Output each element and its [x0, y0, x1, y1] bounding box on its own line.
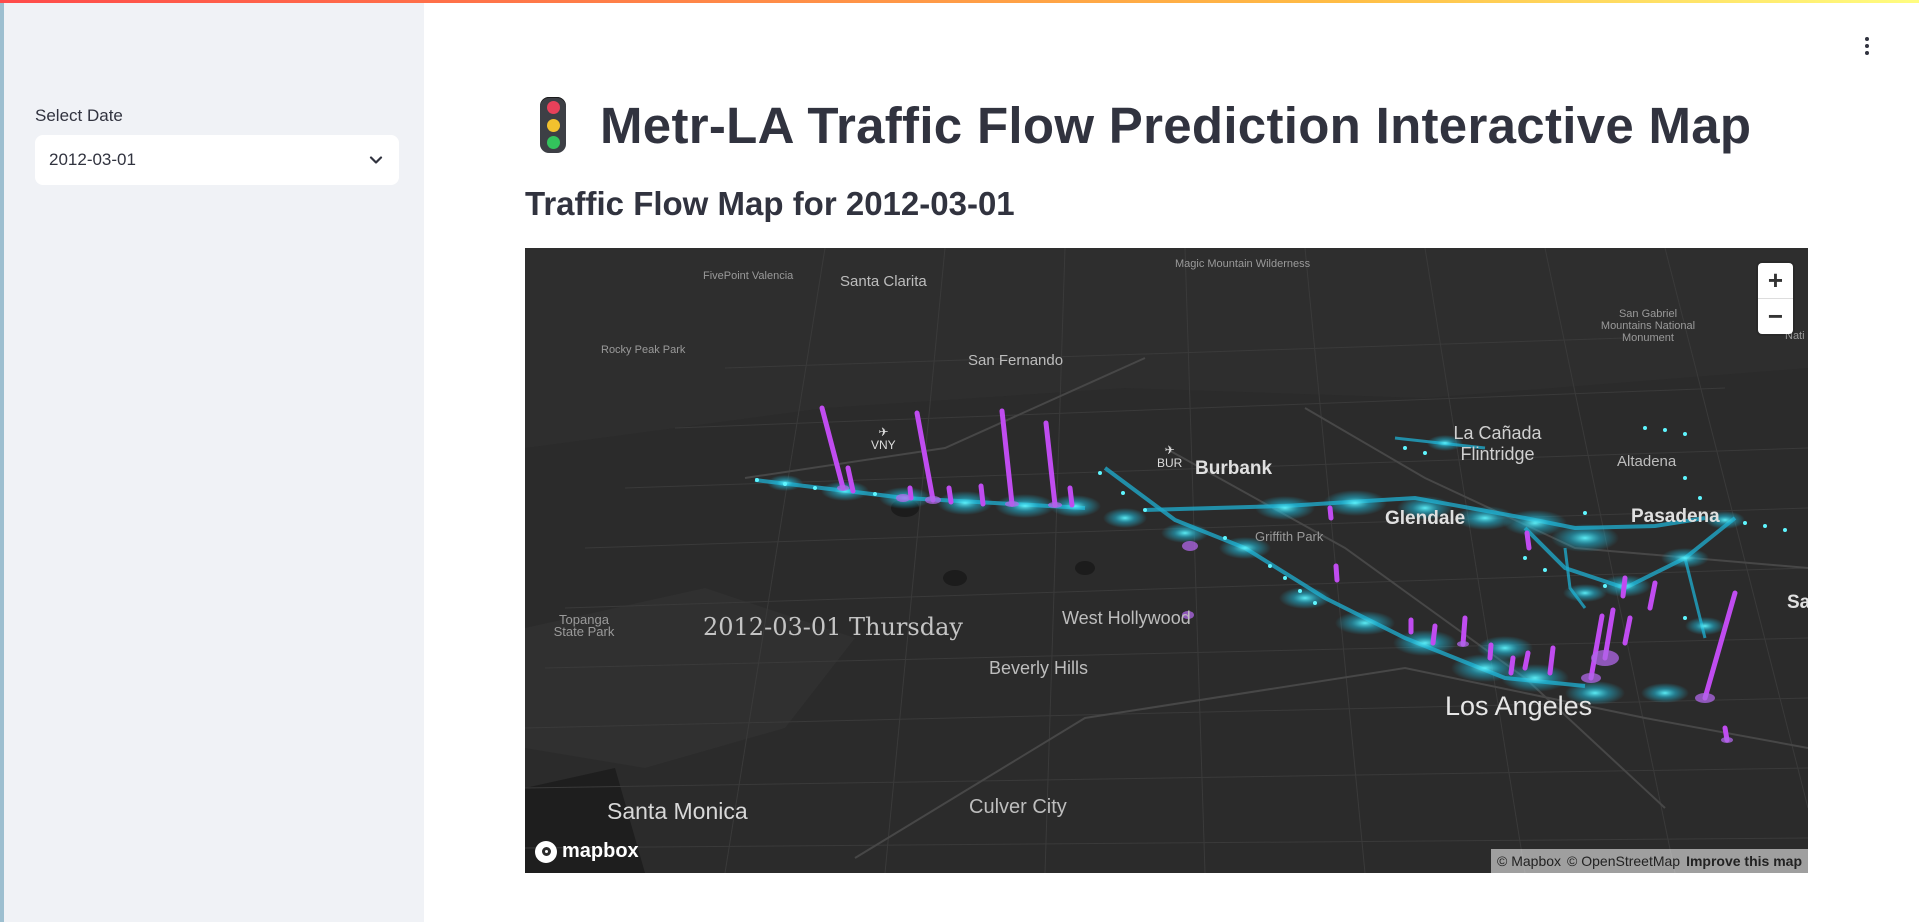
place-label: Pasadena — [1631, 506, 1720, 527]
place-label: San Fernando — [968, 352, 1064, 369]
improve-map-link[interactable]: Improve this map — [1686, 853, 1802, 869]
flow-bar — [1620, 575, 1628, 599]
place-label: Glendale — [1385, 508, 1466, 529]
flow-bar — [1067, 485, 1075, 508]
flow-bar — [1602, 607, 1616, 661]
airplane-icon: ✈ — [878, 425, 889, 439]
flow-bar — [946, 485, 954, 505]
place-label: Culver City — [969, 796, 1067, 818]
flow-bar — [907, 485, 914, 501]
place-label: Santa Clarita — [840, 273, 927, 290]
flow-bar — [1327, 505, 1334, 521]
zoom-control: + − — [1758, 263, 1793, 334]
sensor-dots — [755, 426, 1787, 620]
flow-bar — [1043, 420, 1058, 508]
top-accent-bar — [0, 0, 1919, 3]
flow-bar — [999, 408, 1015, 507]
flow-bar — [819, 405, 846, 491]
place-label: FivePoint Valencia — [703, 270, 794, 282]
flow-bar — [1460, 615, 1468, 647]
flow-bar — [1487, 642, 1494, 661]
place-label: Los Angeles — [1445, 691, 1593, 721]
flow-bar — [1647, 580, 1658, 611]
prediction-bars — [819, 405, 1738, 743]
terrain — [525, 248, 1808, 873]
chevron-down-icon — [369, 156, 383, 164]
kebab-menu-icon[interactable] — [1855, 34, 1879, 58]
place-label: West Hollywood — [1062, 608, 1191, 628]
page-header: Metr-LA Traffic Flow Prediction Interact… — [540, 90, 1751, 160]
traffic-light-icon — [540, 97, 566, 153]
place-label: Rocky Peak Park — [601, 344, 686, 356]
attribution-mapbox-link[interactable]: © Mapbox — [1497, 853, 1562, 869]
place-label: La Cañada Flintridge — [1453, 423, 1542, 464]
flow-bar — [914, 410, 936, 503]
airport-vny: ✈ VNY — [871, 425, 896, 452]
page-title: Metr-LA Traffic Flow Prediction Interact… — [600, 96, 1752, 154]
mapbox-logo-icon — [535, 840, 557, 863]
flow-bar — [1524, 530, 1532, 551]
place-label: Griffith Park — [1255, 529, 1324, 544]
flow-bar — [1430, 623, 1438, 646]
select-date-label: Select Date — [35, 106, 123, 125]
flow-bar — [1333, 563, 1340, 583]
place-label: Altadena — [1617, 453, 1677, 470]
flow-bar — [1522, 650, 1531, 671]
flow-bar — [1622, 615, 1633, 646]
mapbox-logo[interactable]: mapbox — [535, 840, 639, 863]
flow-bar — [1547, 645, 1556, 676]
traffic-map[interactable]: Santa Clarita FivePoint Valencia Magic M… — [525, 248, 1808, 873]
map-attribution: © Mapbox © OpenStreetMap Improve this ma… — [1491, 849, 1808, 873]
zoom-in-button[interactable]: + — [1767, 265, 1784, 295]
airport-bur: ✈ BUR — [1157, 443, 1183, 470]
date-select-value: 2012-03-01 — [49, 150, 136, 169]
place-label: Santa Monica — [607, 798, 748, 824]
flow-bar — [845, 465, 856, 494]
place-label: Sa — [1787, 592, 1808, 613]
airplane-icon: ✈ — [1164, 443, 1175, 457]
bar-bases — [837, 485, 1733, 743]
place-label: San Gabriel Mountains National Monument — [1600, 308, 1696, 344]
flow-bar — [1588, 613, 1605, 681]
flow-bar — [978, 483, 986, 507]
place-label: Beverly Hills — [989, 658, 1089, 678]
map-subtitle: Traffic Flow Map for 2012-03-01 — [525, 185, 1015, 222]
place-label: Burbank — [1195, 458, 1273, 479]
date-overlay: 2012-03-01 Thursday — [703, 613, 963, 641]
attribution-osm-link[interactable]: © OpenStreetMap — [1567, 853, 1681, 869]
zoom-out-button[interactable]: − — [1758, 298, 1793, 334]
place-label: Magic Mountain Wilderness — [1175, 258, 1311, 270]
date-select[interactable]: 2012-03-01 — [35, 135, 399, 185]
flow-bar — [1702, 590, 1738, 701]
place-label: Topanga State Park — [553, 612, 615, 639]
map-canvas — [525, 248, 1808, 873]
sidebar: Select Date 2012-03-01 — [0, 0, 424, 922]
flow-bar — [1508, 655, 1516, 676]
